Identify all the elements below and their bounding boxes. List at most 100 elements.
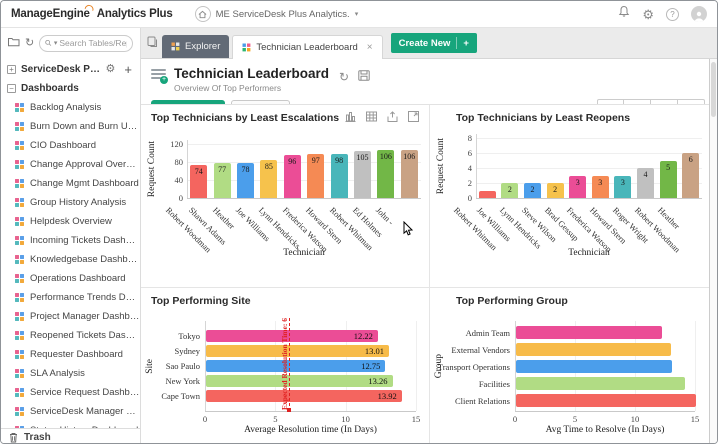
collapse-icon[interactable]: − [7, 84, 16, 93]
bar[interactable] [516, 326, 663, 339]
add-icon[interactable]: + [124, 62, 132, 77]
sidebar-item[interactable]: SLA Analysis [15, 364, 140, 383]
bar[interactable] [283, 154, 301, 198]
bar[interactable] [478, 190, 496, 198]
bar-value-label: 85 [264, 161, 273, 171]
workspace-gear-icon[interactable]: ⚙ [105, 63, 116, 75]
chart-export-icon[interactable] [387, 111, 398, 123]
bar[interactable] [591, 175, 609, 198]
bar[interactable] [307, 154, 325, 198]
sidebar-item[interactable]: Reopened Tickets Dashboard [15, 326, 140, 345]
create-new-button[interactable]: Create New + [390, 33, 477, 53]
bar[interactable] [516, 394, 696, 407]
bar[interactable] [190, 164, 208, 198]
bar[interactable] [614, 175, 632, 198]
dashboard-grid-icon [15, 331, 24, 340]
folder-icon[interactable] [8, 34, 20, 52]
workspace-root-row[interactable]: + ServiceDesk Plus D... ⚙ + [7, 60, 134, 79]
page-subtitle: Overview Of Top Performers [174, 83, 282, 93]
bar[interactable] [354, 150, 371, 198]
bar[interactable] [237, 162, 254, 198]
sidebar-item[interactable]: Backlog Analysis [15, 98, 140, 117]
chart-type-icon[interactable] [345, 111, 356, 122]
bar[interactable] [206, 360, 386, 372]
sidebar-item[interactable]: Knowledgebase Dashboard [15, 250, 140, 269]
sidebar-item[interactable]: CIO Dashboard [15, 136, 140, 155]
y-category-label: Sydney [174, 346, 201, 356]
view-data-table-icon[interactable] [366, 111, 377, 122]
sidebar-item[interactable]: Project Manager Dashboard [15, 307, 140, 326]
button-divider [456, 37, 458, 49]
tab-technician-leaderboard[interactable]: Technician Leaderboard × [232, 35, 383, 59]
y-axis-title: Group [434, 353, 444, 379]
save-icon[interactable] [358, 68, 370, 86]
bar-value-label: 98 [335, 155, 344, 165]
bar[interactable] [546, 183, 564, 198]
y-axis-title: Site [145, 358, 155, 374]
bar[interactable] [682, 153, 700, 198]
bar[interactable] [569, 175, 587, 198]
bar[interactable] [260, 159, 278, 198]
bar[interactable] [330, 153, 348, 198]
sidebar-item-label: Incoming Tickets Dashboard [30, 235, 140, 246]
x-axis-title: Average Resolution time (In Days) [244, 425, 377, 435]
sidebar-item[interactable]: Group History Analysis [15, 193, 140, 212]
search-input[interactable] [59, 38, 127, 48]
chart-top-performing-group: Top Performing Group 0 5 10 15 Admin Team Ext… [429, 287, 711, 443]
sidebar-item[interactable]: Incoming Tickets Dashboard [15, 231, 140, 250]
tab-close-icon[interactable]: × [366, 42, 373, 53]
sidebar-item[interactable]: Requester Dashboard [15, 345, 140, 364]
sidebar-item[interactable]: Burn Down and Burn Up Das... [15, 117, 140, 136]
notifications-bell-icon[interactable] [618, 5, 630, 23]
settings-gear-icon[interactable]: ⚙ [642, 6, 654, 22]
bar[interactable] [501, 183, 519, 198]
trash-icon [10, 432, 17, 442]
sidebar-item[interactable]: Service Request Dashboard [15, 383, 140, 402]
bar[interactable] [206, 345, 389, 357]
sidebar-item[interactable]: Helpdesk Overview [15, 212, 140, 231]
sidebar-item[interactable]: Operations Dashboard [15, 269, 140, 288]
help-icon[interactable]: ? [666, 7, 679, 21]
bar-value-label: 13.26 [368, 376, 388, 386]
bar[interactable] [206, 330, 378, 342]
search-filter-caret-icon[interactable]: ▾ [53, 40, 58, 47]
dashboard-tab-icon [242, 43, 251, 52]
sidebar-item[interactable]: Change Mgmt Dashboard [15, 174, 140, 193]
sidebar-item[interactable]: Performance Trends Dashbo... [15, 288, 140, 307]
refresh-dashboard-icon[interactable]: ↻ [339, 70, 350, 84]
dashboards-section-row[interactable]: − Dashboards [7, 79, 134, 98]
expand-chart-icon[interactable] [408, 111, 419, 122]
expand-icon[interactable]: + [7, 65, 16, 74]
bar[interactable] [377, 150, 395, 198]
bar[interactable] [516, 360, 672, 373]
bar[interactable] [206, 390, 402, 402]
sidebar-item[interactable]: Change Approval Overview [15, 155, 140, 174]
refresh-icon[interactable]: ↻ [25, 36, 35, 49]
bar-value-label: 2 [553, 185, 558, 194]
avatar[interactable] [691, 6, 707, 22]
tab-bar: Explorer Technician Leaderboard × Create… [141, 28, 717, 59]
brand-logo[interactable]: ManageEngine Analytics Plus [11, 3, 173, 20]
bar[interactable] [637, 168, 654, 198]
bar-value-label: 78 [241, 164, 250, 174]
y-axis-line [476, 134, 477, 198]
sidebar-item[interactable]: ServiceDesk Manager Dashb... [15, 402, 140, 421]
chart-title: Top Technicians by Least Reopens [456, 112, 631, 124]
pages-icon[interactable] [147, 35, 158, 53]
bar[interactable] [400, 150, 418, 198]
dashboard-grid-icon [15, 369, 24, 378]
scrollbar[interactable] [709, 59, 717, 443]
x-tick-label: 10 [341, 414, 350, 424]
bar[interactable] [206, 375, 393, 387]
bar[interactable] [213, 163, 231, 198]
bar[interactable] [516, 343, 671, 356]
scrollbar-thumb[interactable] [711, 62, 716, 117]
mouse-cursor [403, 221, 414, 236]
bar[interactable] [516, 377, 686, 390]
workspace-selector[interactable]: ME ServiceDesk Plus Analytics. ▾ [194, 6, 358, 22]
trash-row[interactable]: Trash [1, 428, 140, 443]
bar[interactable] [524, 183, 541, 198]
bar[interactable] [659, 160, 677, 198]
tab-explorer[interactable]: Explorer [162, 35, 230, 58]
create-new-plus-icon[interactable]: + [463, 37, 469, 49]
